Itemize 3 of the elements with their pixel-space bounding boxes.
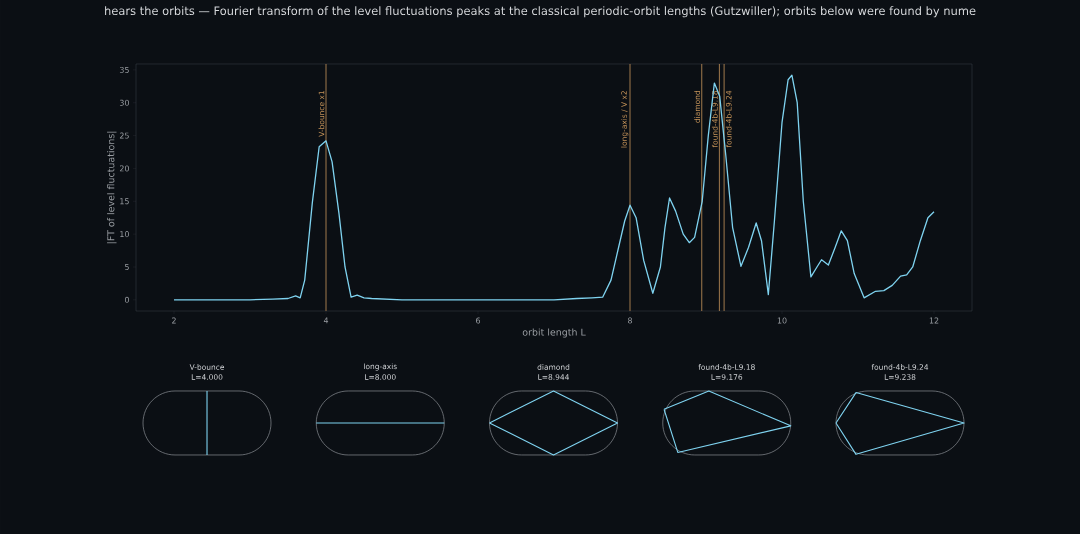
x-axis-title: orbit length L <box>522 328 586 338</box>
y-axis-title: |FT of level fluctuations| <box>107 131 117 244</box>
chart-title: hears the orbits — Fourier transform of the level fluctuations peaks at the classical periodic-orbit lengths (Gutzwiller); orbits below were found by nume <box>105 6 976 18</box>
